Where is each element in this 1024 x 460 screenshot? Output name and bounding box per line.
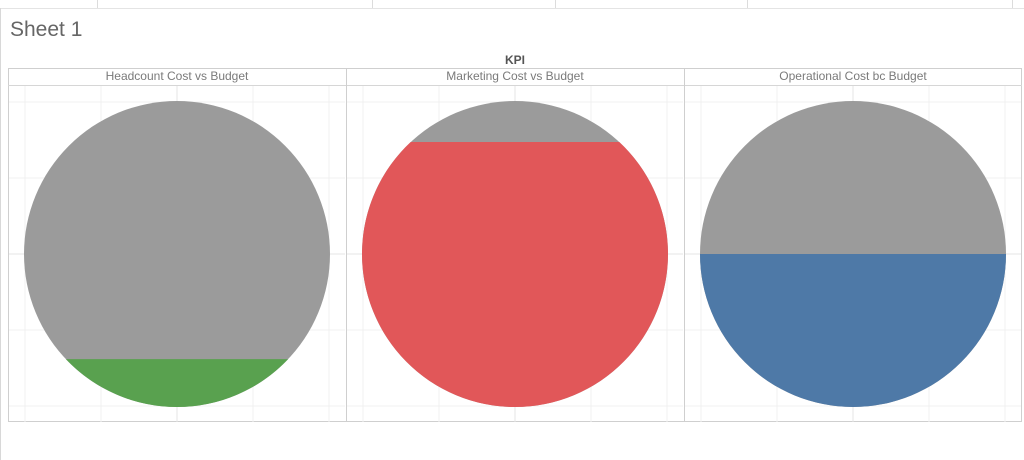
left-edge [0, 8, 1, 460]
circle-fill [700, 254, 1006, 407]
panel-divider [684, 68, 685, 422]
sheet-title: Sheet 1 [10, 18, 83, 41]
toolbar-divider [555, 0, 556, 8]
column-group-label: KPI [504, 53, 525, 67]
panel-divider [346, 68, 347, 422]
panel-header-headcount: Headcount Cost vs Budget [105, 69, 249, 83]
toolbar-divider [747, 0, 748, 8]
toolbar-divider [1012, 0, 1013, 8]
toolbar-divider [372, 0, 373, 8]
toolbar-strip [0, 0, 1024, 9]
toolbar-divider [97, 0, 98, 8]
panel-header-marketing: Marketing Cost vs Budget [446, 69, 584, 83]
circle-background [24, 101, 330, 407]
circle-fill [361, 142, 669, 408]
panel-header-operational: Operational Cost bc Budget [779, 69, 927, 83]
header-rule [8, 85, 1022, 86]
circle-fill [65, 359, 289, 407]
